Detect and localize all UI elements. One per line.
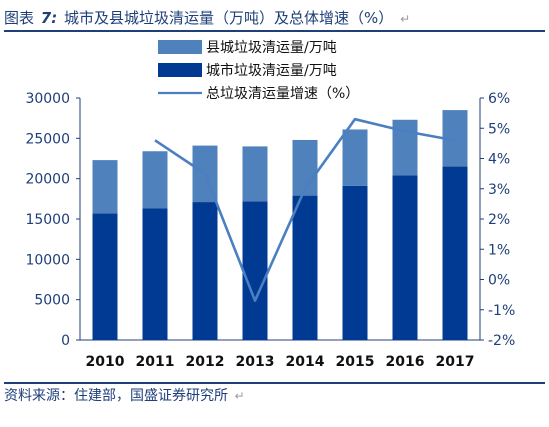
right-y-tick-label: 3% <box>488 182 510 198</box>
figure-title-text: 城市及县城垃圾清运量（万吨）及总体增速（%） <box>64 9 394 27</box>
x-tick-label: 2012 <box>186 354 225 370</box>
source-text: 资料来源：住建部，国盛证券研究所 <box>4 388 228 404</box>
figure-title: 图表 7: 城市及县城垃圾清运量（万吨）及总体增速（%） ↵ <box>4 6 545 32</box>
city-bar <box>92 213 118 340</box>
left-y-tick-label: 0 <box>61 333 70 349</box>
city-bar <box>342 185 368 340</box>
legend-swatch <box>158 40 202 54</box>
x-tick-label: 2013 <box>236 354 275 370</box>
legend-swatch <box>158 63 202 77</box>
left-y-tick-label: 20000 <box>25 172 70 188</box>
chart: 0 5000 10000 15000 20000 25000 30000 -2% -1% 0% 1%… <box>25 40 515 370</box>
city-bar <box>192 202 218 340</box>
legend-label: 城市垃圾清运量/万吨 <box>206 62 337 79</box>
city-bar <box>392 175 418 340</box>
x-tick-label: 2010 <box>86 354 125 370</box>
left-y-tick-label: 25000 <box>25 131 70 147</box>
left-y-tick-label: 15000 <box>25 212 70 228</box>
city-bar <box>242 201 268 340</box>
figure-source: 资料来源：住建部，国盛证券研究所 ↵ <box>4 382 545 408</box>
county-bar <box>142 151 168 209</box>
city-bar <box>292 195 318 340</box>
legend-label: 总垃圾清运量增速（%） <box>206 86 359 102</box>
right-y-tick-label: -1% <box>488 303 515 319</box>
growth-line <box>154 117 456 302</box>
right-y-tick-label: 6% <box>488 91 510 107</box>
x-tick-label: 2011 <box>136 354 175 370</box>
right-y-tick-label: -2% <box>488 333 515 349</box>
left-y-tick-label: 30000 <box>25 91 70 107</box>
return-mark-icon: ↵ <box>400 12 411 26</box>
county-bar <box>242 146 268 202</box>
right-y-tick-label: 0% <box>488 273 510 289</box>
city-bar <box>142 208 168 340</box>
figure-label: 图表 <box>4 9 35 27</box>
county-bar <box>92 160 118 214</box>
city-bar <box>442 166 468 340</box>
left-y-tick-label: 10000 <box>25 252 70 268</box>
county-bar <box>342 129 368 186</box>
right-y-tick-label: 1% <box>488 242 510 258</box>
county-bar <box>292 139 318 196</box>
left-y-tick-label: 5000 <box>34 293 70 309</box>
x-tick-label: 2016 <box>386 354 425 370</box>
right-y-tick-label: 4% <box>488 152 510 168</box>
x-tick-label: 2017 <box>436 354 475 370</box>
return-mark-icon: ↵ <box>234 389 245 403</box>
legend-label: 县城垃圾清运量/万吨 <box>206 40 337 56</box>
figure-number: 7: <box>40 9 58 27</box>
right-y-tick-label: 2% <box>488 212 510 228</box>
right-y-tick-label: 5% <box>488 121 510 137</box>
x-tick-label: 2014 <box>286 354 325 370</box>
x-tick-label: 2015 <box>336 354 375 370</box>
